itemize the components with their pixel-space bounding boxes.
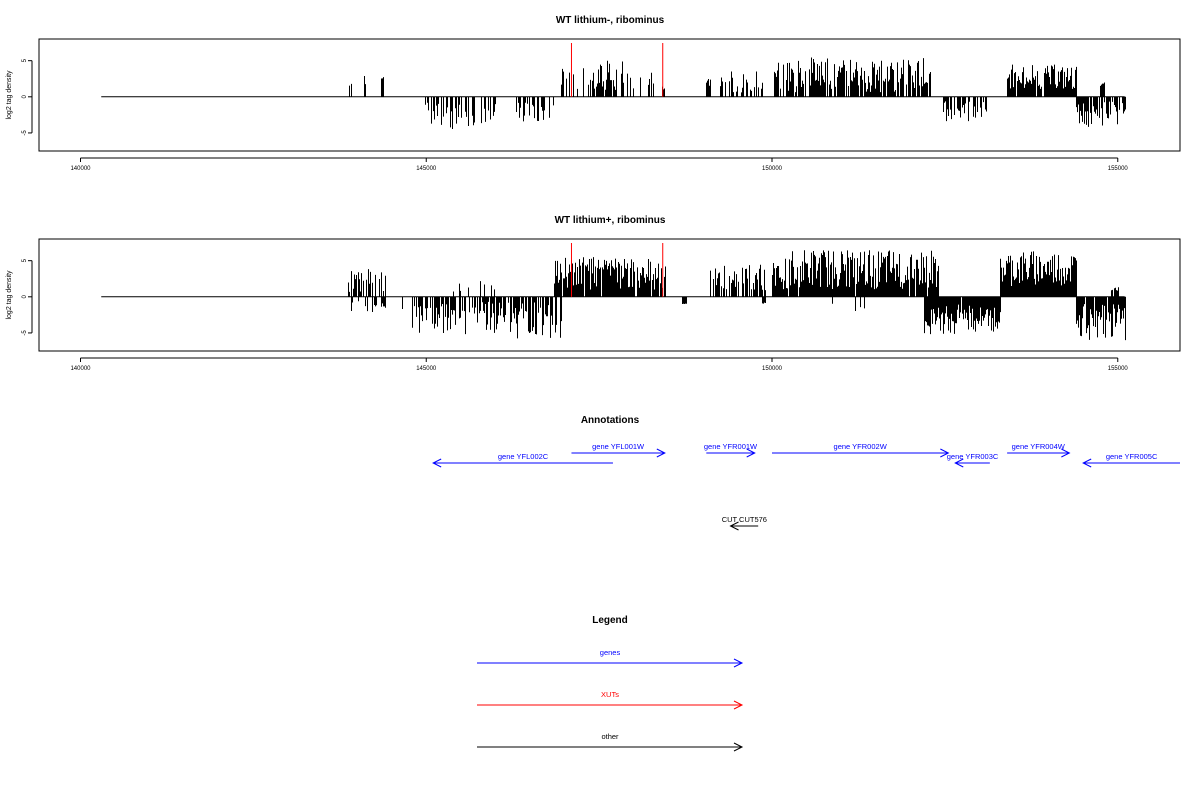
chart-title: WT lithium-, ribominus [556, 15, 665, 26]
annotation-arrow-head [432, 458, 442, 468]
x-tick-label: 150000 [762, 166, 783, 172]
annotation-item: gene YFR003C [947, 452, 999, 468]
annotation-label: gene YFR003C [947, 452, 999, 461]
legend-arrow-head [733, 658, 744, 668]
chart-title: WT lithium+, ribominus [555, 215, 666, 226]
annotation-item: gene YFL001W [571, 442, 666, 458]
track-panel-lithium-plus: WT lithium+, ribominus log2 tag density … [6, 215, 1181, 372]
bars-group [101, 243, 1126, 341]
annotation-items: gene YFL002C gene YFL001W gene YFR001W gene… [432, 442, 1180, 531]
y-tick-label: -5 [22, 130, 28, 136]
legend-label: genes [600, 648, 621, 657]
x-tick-label: 140000 [70, 366, 91, 372]
annotation-label: gene YFR001W [704, 442, 758, 451]
legend-label: XUTs [601, 690, 619, 699]
x-tick-label: 145000 [416, 366, 437, 372]
axes-group: 140000 145000 150000 155000 -5 0 5 [22, 58, 1128, 172]
annotation-label: gene YFL001W [592, 442, 645, 451]
x-tick-label: 155000 [1108, 166, 1129, 172]
y-tick-label: 5 [22, 258, 28, 262]
annotation-arrow-head [940, 448, 950, 458]
legend-item: genes [477, 648, 744, 668]
y-axis-label: log2 tag density [6, 270, 13, 320]
axes-group: 140000 145000 150000 155000 -5 0 5 [22, 258, 1128, 372]
legend-arrow-head [733, 700, 744, 710]
plot-frame [38, 38, 1181, 152]
bars-group [101, 43, 1126, 129]
annotation-item: gene YFR001W [704, 442, 758, 458]
annotation-arrow-head [954, 458, 964, 468]
annotation-item: gene YFR005C [1082, 452, 1180, 468]
annotation-arrow-head [746, 448, 756, 458]
y-tick-label: -5 [22, 330, 28, 336]
annotation-item: gene YFR002W [772, 442, 950, 458]
y-tick-label: 0 [22, 294, 28, 298]
annotation-item: gene YFR004W [1007, 442, 1071, 458]
annotation-arrow-head [1082, 458, 1092, 468]
track-panel-lithium-minus: WT lithium-, ribominus log2 tag density … [6, 15, 1181, 172]
y-axis-label: log2 tag density [6, 70, 13, 120]
annotation-label: gene YFR005C [1106, 452, 1158, 461]
plot-frame [38, 238, 1181, 352]
annotation-arrow-head [729, 521, 739, 531]
annotations-title: Annotations [581, 415, 640, 426]
annotation-label: gene YFL002C [498, 452, 549, 461]
legend-label: other [601, 732, 619, 741]
legend-arrow-head [733, 742, 744, 752]
annotation-label: gene YFR002W [834, 442, 888, 451]
annotation-label: gene YFR004W [1012, 442, 1066, 451]
annotation-arrow-head [1061, 448, 1071, 458]
annotation-item: gene YFL002C [432, 452, 613, 468]
annotation-item: CUT CUT576 [722, 515, 767, 531]
annotation-arrow-head [656, 448, 666, 458]
legend-title: Legend [592, 615, 628, 626]
annotation-label: CUT CUT576 [722, 515, 767, 524]
y-tick-label: 5 [22, 58, 28, 62]
x-tick-label: 155000 [1108, 366, 1129, 372]
y-tick-label: 0 [22, 94, 28, 98]
legend-item: XUTs [477, 690, 744, 710]
x-tick-label: 150000 [762, 366, 783, 372]
legend-item: other [477, 732, 744, 752]
legend-items: genes XUTs other [477, 648, 744, 752]
legend: Legend genes XUTs other [477, 615, 744, 752]
x-tick-label: 140000 [70, 166, 91, 172]
x-tick-label: 145000 [416, 166, 437, 172]
